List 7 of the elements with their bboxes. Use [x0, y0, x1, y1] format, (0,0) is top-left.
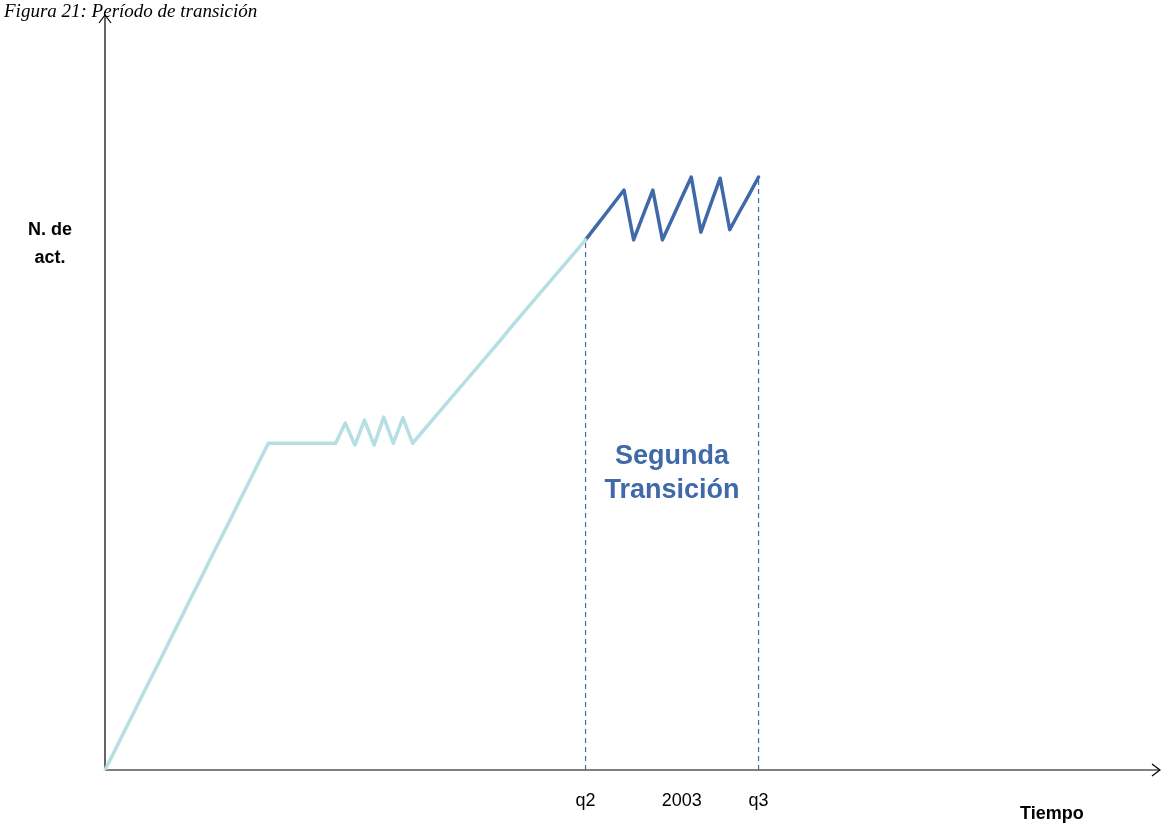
x-tick-label: q3 — [748, 789, 769, 810]
chart-title: Figura 21: Período de transición — [4, 0, 258, 22]
x-tick-label: q2 — [575, 789, 596, 810]
y-axis-title: N. de act. — [27, 218, 73, 269]
x-tick-label: 2003 — [661, 789, 702, 810]
x-axis-title: Tiempo — [1020, 803, 1084, 824]
annotation: Segunda Transición — [604, 440, 740, 505]
